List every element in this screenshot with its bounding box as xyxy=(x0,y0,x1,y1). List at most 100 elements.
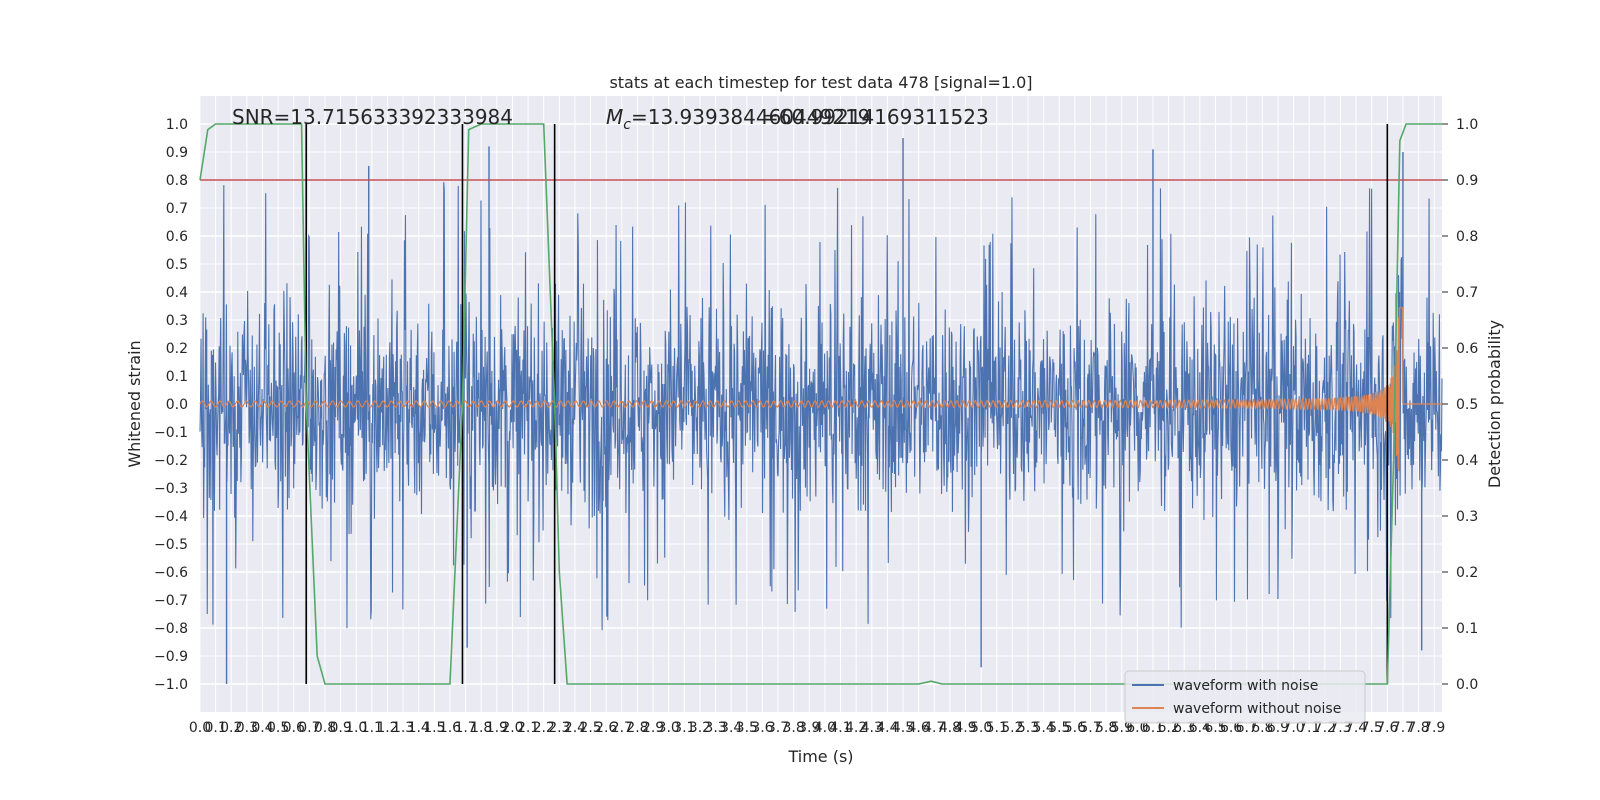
y-right-tick-label: 1.0 xyxy=(1456,117,1478,133)
x-tick-label: 4.6 xyxy=(908,720,930,736)
x-tick-label: 6.5 xyxy=(1204,720,1226,736)
x-tick-label: 7.0 xyxy=(1282,720,1304,736)
x-tick-label: 3.6 xyxy=(751,720,773,736)
y-left-tick-label: 0.4 xyxy=(166,285,188,301)
x-tick-label: 2.2 xyxy=(533,720,555,736)
y-left-tick-label: 0.5 xyxy=(166,257,188,273)
y-right-tick-label: 0.1 xyxy=(1456,621,1478,637)
y-right-tick-label: 0.8 xyxy=(1456,229,1478,245)
x-tick-label: 7.6 xyxy=(1376,720,1398,736)
y-left-tick-label: −0.5 xyxy=(154,537,188,553)
y-left-tick-label: 0.7 xyxy=(166,201,188,217)
x-tick-label: 6.4 xyxy=(1189,720,1211,736)
x-tick-label: 4.8 xyxy=(939,720,961,736)
y-left-tick-label: −0.7 xyxy=(154,593,188,609)
x-tick-label: 7.9 xyxy=(1423,720,1445,736)
y-axis-left-label: Whitened strain xyxy=(125,340,144,467)
x-tick-label: 2.3 xyxy=(548,720,570,736)
y-right-tick-label: 0.5 xyxy=(1456,397,1478,413)
legend-label-noise: waveform with noise xyxy=(1173,678,1318,694)
y-left-tick-label: 0.1 xyxy=(166,369,188,385)
x-tick-label: 7.7 xyxy=(1392,720,1414,736)
y-left-tick-label: 0.0 xyxy=(166,397,188,413)
y-right-tick-label: 0.6 xyxy=(1456,341,1478,357)
x-tick-label: 2.5 xyxy=(579,720,601,736)
x-tick-label: 5.4 xyxy=(1032,720,1054,736)
y-left-tick-label: 0.9 xyxy=(166,145,188,161)
x-tick-label: 5.6 xyxy=(1064,720,1086,736)
x-tick-label: 6.3 xyxy=(1173,720,1195,736)
x-tick-label: 0.5 xyxy=(267,720,289,736)
chart-title: stats at each timestep for test data 478… xyxy=(609,73,1032,92)
x-tick-label: 4.5 xyxy=(892,720,914,736)
x-tick-label: 4.7 xyxy=(923,720,945,736)
x-tick-label: 6.6 xyxy=(1220,720,1242,736)
x-tick-label: 4.9 xyxy=(954,720,976,736)
y-right-tick-label: 0.7 xyxy=(1456,285,1478,301)
series-waveform-without-noise xyxy=(199,307,1442,472)
y-left-tick-label: −0.8 xyxy=(154,621,188,637)
x-tick-label: 5.9 xyxy=(1111,720,1133,736)
x-tick-label: 0.8 xyxy=(314,720,336,736)
x-tick-label: 2.8 xyxy=(626,720,648,736)
x-tick-label: 2.6 xyxy=(595,720,617,736)
x-tick-label: 1.5 xyxy=(423,720,445,736)
x-tick-label: 1.6 xyxy=(439,720,461,736)
y-left-tick-label: −0.9 xyxy=(154,649,188,665)
x-axis-label: Time (s) xyxy=(787,747,853,766)
plot-area xyxy=(199,123,1443,685)
x-tick-label: 0.0 xyxy=(189,720,211,736)
overlap-annotation: =60.99214169311523 xyxy=(762,105,989,129)
x-tick-label: 1.9 xyxy=(486,720,508,736)
x-tick-label: 6.1 xyxy=(1142,720,1164,736)
x-tick-label: 1.8 xyxy=(470,720,492,736)
x-tick-label: 1.7 xyxy=(454,720,476,736)
x-tick-label: 1.0 xyxy=(345,720,367,736)
x-tick-label: 6.2 xyxy=(1157,720,1179,736)
x-tick-label: 6.0 xyxy=(1126,720,1148,736)
y-left-tick-label: −0.2 xyxy=(154,453,188,469)
x-tick-label: 3.1 xyxy=(673,720,695,736)
y-left-tick-label: 0.8 xyxy=(166,173,188,189)
x-tick-label: 0.3 xyxy=(236,720,258,736)
chirp-mass-subscript: c xyxy=(623,117,631,133)
x-tick-label: 5.3 xyxy=(1017,720,1039,736)
x-tick-label: 0.6 xyxy=(283,720,305,736)
x-tick-label: 3.9 xyxy=(798,720,820,736)
y-left-tick-label: −0.6 xyxy=(154,565,188,581)
x-tick-label: 7.3 xyxy=(1329,720,1351,736)
x-tick-label: 3.5 xyxy=(736,720,758,736)
y-right-tick-label: 0.2 xyxy=(1456,565,1478,581)
x-tick-label: 2.0 xyxy=(501,720,523,736)
x-tick-label: 5.1 xyxy=(986,720,1008,736)
x-tick-label: 3.2 xyxy=(689,720,711,736)
x-tick-label: 1.3 xyxy=(392,720,414,736)
x-tick-label: 4.0 xyxy=(814,720,836,736)
series-waveform-with-noise xyxy=(199,182,1443,631)
y-left-tick-label: −1.0 xyxy=(154,677,188,693)
x-tick-label: 5.5 xyxy=(1048,720,1070,736)
x-tick-label: 4.2 xyxy=(845,720,867,736)
x-tick-label: 6.8 xyxy=(1251,720,1273,736)
x-tick-label: 0.7 xyxy=(298,720,320,736)
x-tick-label: 7.8 xyxy=(1407,720,1429,736)
x-tick-label: 7.2 xyxy=(1314,720,1336,736)
y-right-tick-label: 0.3 xyxy=(1456,509,1478,525)
x-tick-label: 3.4 xyxy=(720,720,742,736)
x-tick-label: 4.3 xyxy=(861,720,883,736)
x-tick-label: 2.7 xyxy=(611,720,633,736)
x-tick-label: 1.2 xyxy=(376,720,398,736)
chirp-mass-value: =13.939384460449219 xyxy=(631,105,870,129)
y-axis-right-label: Detection probability xyxy=(1485,320,1504,488)
y-left-tick-label: 0.2 xyxy=(166,341,188,357)
y-right-tick-label: 0.0 xyxy=(1456,677,1478,693)
x-tick-label: 5.7 xyxy=(1079,720,1101,736)
x-tick-label: 2.1 xyxy=(517,720,539,736)
y-right-tick-label: 0.9 xyxy=(1456,173,1478,189)
x-tick-label: 1.1 xyxy=(361,720,383,736)
legend-label-clean: waveform without noise xyxy=(1173,701,1341,717)
x-tick-label: 6.7 xyxy=(1236,720,1258,736)
x-tick-label: 5.0 xyxy=(970,720,992,736)
x-tick-label: 2.4 xyxy=(564,720,586,736)
x-tick-label: 5.8 xyxy=(1095,720,1117,736)
